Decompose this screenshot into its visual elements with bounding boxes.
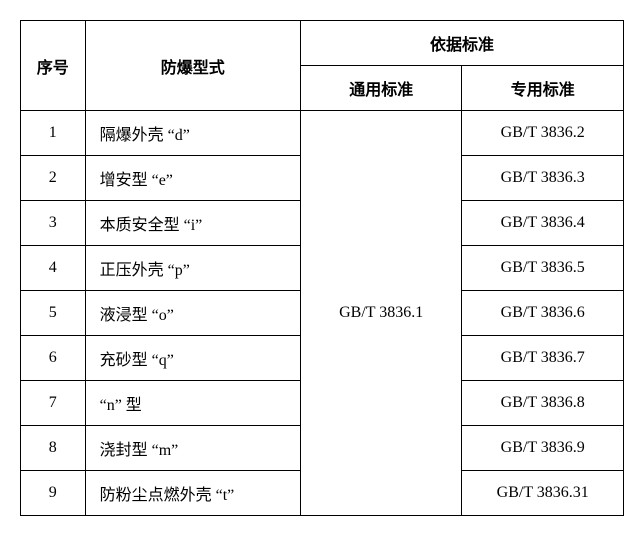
cell-seq: 4 <box>21 246 86 291</box>
cell-seq: 6 <box>21 336 86 381</box>
table-row: 1 隔爆外壳 “d” GB/T 3836.1 GB/T 3836.2 <box>21 111 624 156</box>
cell-seq: 8 <box>21 426 86 471</box>
cell-seq: 7 <box>21 381 86 426</box>
table-header-row-1: 序号 防爆型式 依据标准 <box>21 21 624 66</box>
cell-seq: 5 <box>21 291 86 336</box>
cell-special: GB/T 3836.4 <box>462 201 624 246</box>
cell-seq: 3 <box>21 201 86 246</box>
cell-special: GB/T 3836.9 <box>462 426 624 471</box>
header-special: 专用标准 <box>462 66 624 111</box>
cell-special: GB/T 3836.8 <box>462 381 624 426</box>
cell-type: 正压外壳 “p” <box>85 246 300 291</box>
cell-type: 增安型 “e” <box>85 156 300 201</box>
cell-special: GB/T 3836.31 <box>462 471 624 516</box>
cell-special: GB/T 3836.5 <box>462 246 624 291</box>
cell-type: “n” 型 <box>85 381 300 426</box>
cell-type: 液浸型 “o” <box>85 291 300 336</box>
header-general: 通用标准 <box>300 66 462 111</box>
cell-seq: 2 <box>21 156 86 201</box>
cell-special: GB/T 3836.7 <box>462 336 624 381</box>
cell-type: 充砂型 “q” <box>85 336 300 381</box>
cell-special: GB/T 3836.6 <box>462 291 624 336</box>
cell-type: 防粉尘点燃外壳 “t” <box>85 471 300 516</box>
cell-special: GB/T 3836.3 <box>462 156 624 201</box>
cell-general-standard: GB/T 3836.1 <box>300 111 462 516</box>
cell-type: 本质安全型 “i” <box>85 201 300 246</box>
cell-type: 隔爆外壳 “d” <box>85 111 300 156</box>
header-seq: 序号 <box>21 21 86 111</box>
standards-table: 序号 防爆型式 依据标准 通用标准 专用标准 1 隔爆外壳 “d” GB/T 3… <box>20 20 624 516</box>
cell-type: 浇封型 “m” <box>85 426 300 471</box>
cell-seq: 9 <box>21 471 86 516</box>
header-basis: 依据标准 <box>300 21 623 66</box>
cell-special: GB/T 3836.2 <box>462 111 624 156</box>
cell-seq: 1 <box>21 111 86 156</box>
header-type: 防爆型式 <box>85 21 300 111</box>
